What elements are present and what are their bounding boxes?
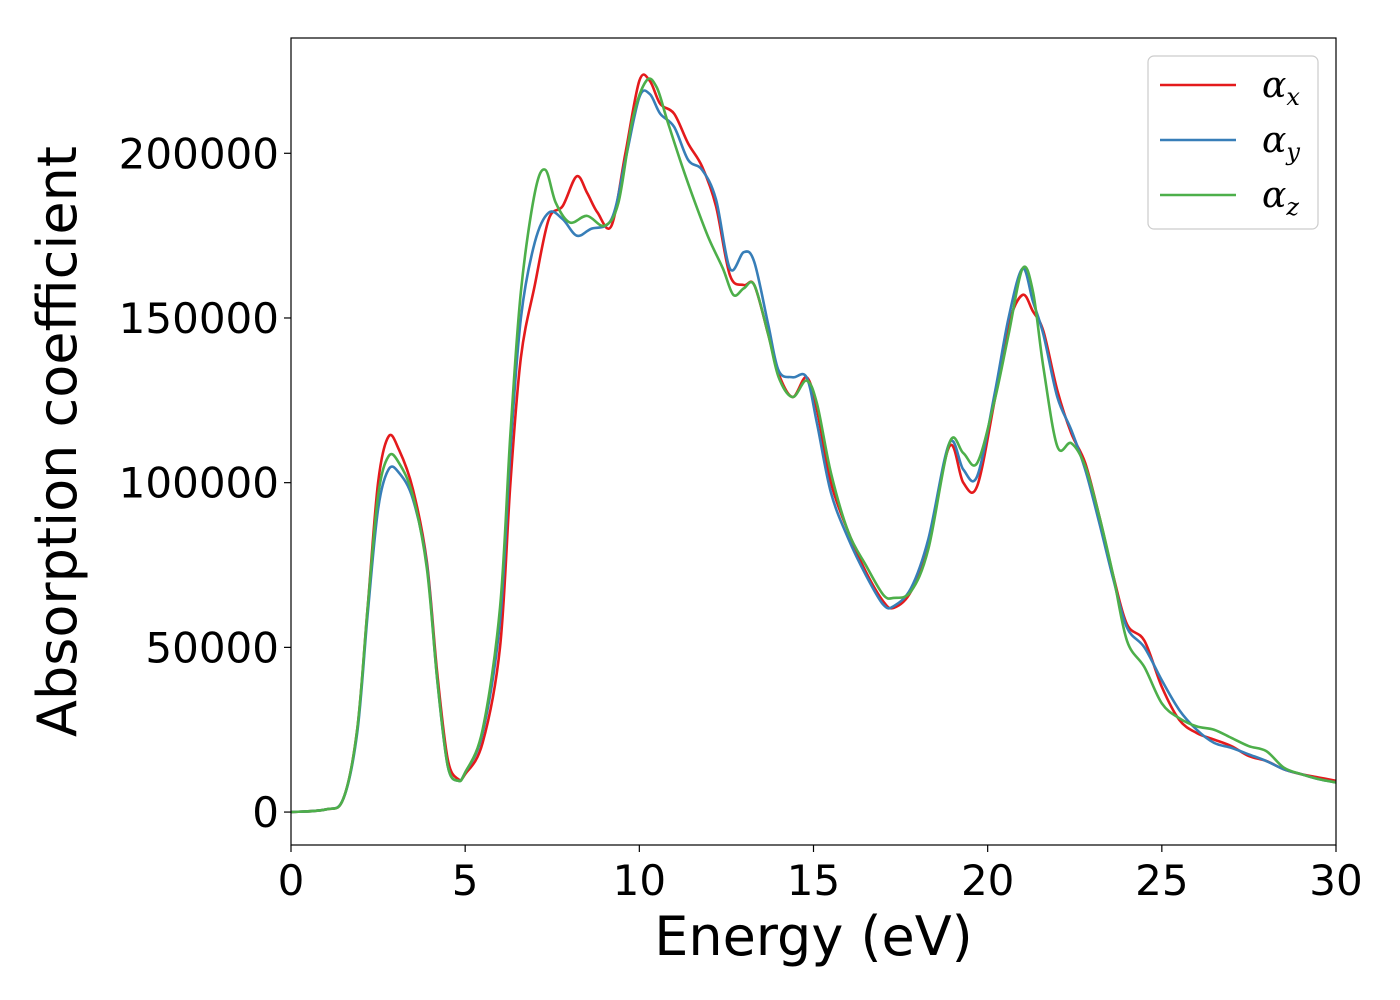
legend-label-x: αx bbox=[1262, 65, 1300, 111]
x-axis-title: Energy (eV) bbox=[654, 905, 973, 968]
legend-box bbox=[1147, 55, 1319, 230]
x-tick-label: 30 bbox=[1309, 856, 1362, 905]
y-axis-ticks: 0 50000 100000 150000 200000 bbox=[119, 129, 291, 837]
x-tick-label: 5 bbox=[452, 856, 479, 905]
x-tick-label: 0 bbox=[278, 856, 305, 905]
y-axis-title: Absorption coefficient bbox=[26, 146, 89, 737]
legend-label-z: αz bbox=[1262, 175, 1299, 221]
y-tick-label: 0 bbox=[252, 788, 279, 837]
legend-label-y: αy bbox=[1262, 120, 1300, 166]
x-tick-label: 25 bbox=[1135, 856, 1188, 905]
x-axis-ticks: 0 5 10 15 20 25 30 bbox=[278, 845, 1363, 905]
x-tick-label: 10 bbox=[613, 856, 666, 905]
x-tick-label: 15 bbox=[787, 856, 840, 905]
y-tick-label: 150000 bbox=[119, 294, 279, 343]
legend: αx αy αz bbox=[1147, 55, 1319, 230]
y-tick-label: 50000 bbox=[145, 623, 279, 672]
series-line-z bbox=[291, 77, 1336, 814]
y-tick-label: 200000 bbox=[119, 129, 279, 178]
y-tick-label: 100000 bbox=[119, 459, 279, 508]
legend-entries: αx αy αz bbox=[1160, 65, 1300, 221]
series-layer bbox=[291, 73, 1336, 814]
x-tick-label: 20 bbox=[961, 856, 1014, 905]
